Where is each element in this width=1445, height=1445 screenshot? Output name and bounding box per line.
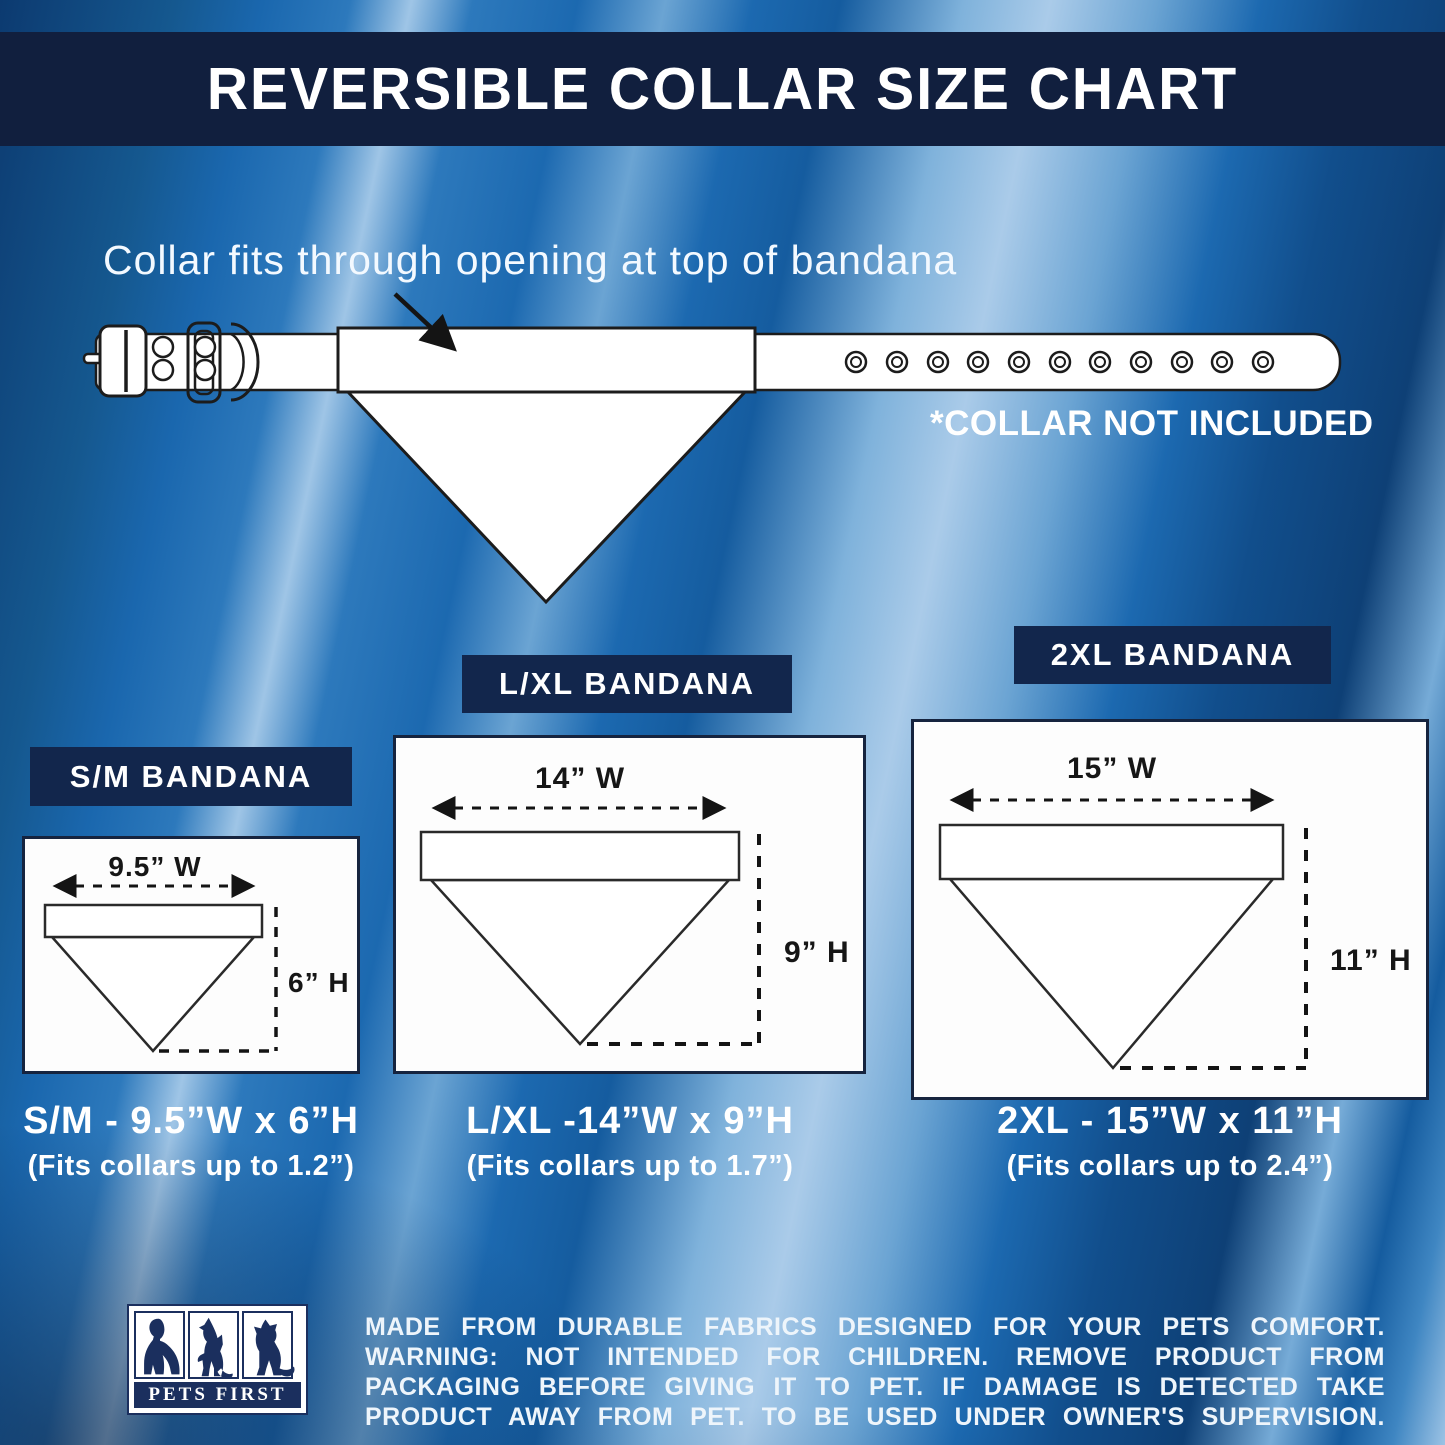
diagram-box-2xl: 15” W 11” H — [911, 719, 1429, 1100]
title-banner: REVERSIBLE COLLAR SIZE CHART — [0, 32, 1445, 146]
logo-dog-frames — [134, 1311, 301, 1379]
collar-note: *COLLAR NOT INCLUDED — [930, 404, 1374, 443]
disclaimer-line: PRODUCT AWAY FROM PET. TO BE USED UNDER … — [365, 1403, 1385, 1431]
panel-header-label: S/M BANDANA — [69, 758, 313, 794]
disclaimer-text: MADE FROM DURABLE FABRICS DESIGNED FOR Y… — [365, 1312, 1385, 1432]
diagram-sleeve — [43, 903, 264, 939]
width-dimension-label: 9.5” W — [108, 851, 202, 882]
diagram-triangle — [49, 935, 257, 1053]
bandana-diagram-2xl — [938, 788, 1308, 1070]
size-summary-label-lxl: L/XL -14”W x 9”H — [466, 1100, 794, 1142]
height-dimension-label: 9” H — [784, 936, 850, 969]
dog-shepherd-icon — [253, 1319, 295, 1377]
logo-wordmark-bar: PETS FIRST — [134, 1382, 301, 1408]
diagram-triangle — [947, 877, 1276, 1070]
fits-collars-label-lxl: (Fits collars up to 1.7”) — [466, 1150, 794, 1182]
buckle-icon — [98, 324, 148, 398]
width-dimension-label: 14” W — [534, 762, 626, 795]
hero-caption: Collar fits through opening at top of ba… — [103, 237, 958, 283]
collar-holes — [844, 350, 1275, 374]
fits-collars-label-sm: (Fits collars up to 1.2”) — [27, 1150, 355, 1182]
bandana-diagram-lxl — [419, 796, 761, 1046]
diagram-box-sm: 9.5” W 6” H — [22, 836, 360, 1074]
panel-header-sm: S/M BANDANA — [30, 747, 352, 806]
height-dimension-label: 6” H — [288, 967, 350, 998]
panel-header-label: L/XL BANDANA — [499, 666, 755, 701]
d-ring-icon — [230, 322, 260, 402]
diagram-box-lxl: 14” W 9” H — [393, 735, 866, 1074]
logo-wordmark: PETS FIRST — [148, 1384, 287, 1405]
pets-first-logo: PETS FIRST — [127, 1304, 308, 1415]
collar-strap-right — [698, 332, 1342, 392]
panel-header-label: 2XL BANDANA — [1050, 637, 1295, 672]
width-dimension-label: 15” W — [1066, 752, 1158, 785]
logo-frame — [188, 1311, 239, 1379]
size-summary-label-2xl: 2XL - 15”W x 11”H — [997, 1100, 1343, 1142]
bandana-diagram-sm — [43, 874, 278, 1053]
logo-frame — [134, 1311, 185, 1379]
disclaimer-line: WARNING: NOT INTENDED FOR CHILDREN. REMO… — [365, 1343, 1385, 1371]
fits-collars-label-2xl: (Fits collars up to 2.4”) — [1006, 1150, 1334, 1182]
collar-illustration — [82, 292, 1342, 605]
disclaimer-line: PACKAGING BEFORE GIVING IT TO PET. IF DA… — [365, 1373, 1385, 1401]
caption-arrow-icon — [393, 292, 457, 352]
height-dimension-label: 11” H — [1330, 944, 1412, 977]
dog-begging-icon — [197, 1317, 233, 1379]
panel-header-lxl: L/XL BANDANA — [462, 655, 792, 713]
bandana-triangle — [344, 390, 749, 605]
dog-sitting-icon — [144, 1318, 180, 1375]
diagram-sleeve — [419, 830, 741, 882]
page-title: REVERSIBLE COLLAR SIZE CHART — [206, 55, 1239, 123]
bandana-sleeve — [336, 326, 757, 394]
logo-frame — [242, 1311, 295, 1379]
diagram-sleeve — [938, 823, 1285, 881]
panel-header-2xl: 2XL BANDANA — [1014, 626, 1331, 684]
diagram-triangle — [428, 878, 732, 1046]
size-summary-label-sm: S/M - 9.5”W x 6”H — [23, 1100, 359, 1142]
disclaimer-line: MADE FROM DURABLE FABRICS DESIGNED FOR Y… — [365, 1313, 1385, 1341]
buckle-holes — [151, 335, 217, 382]
